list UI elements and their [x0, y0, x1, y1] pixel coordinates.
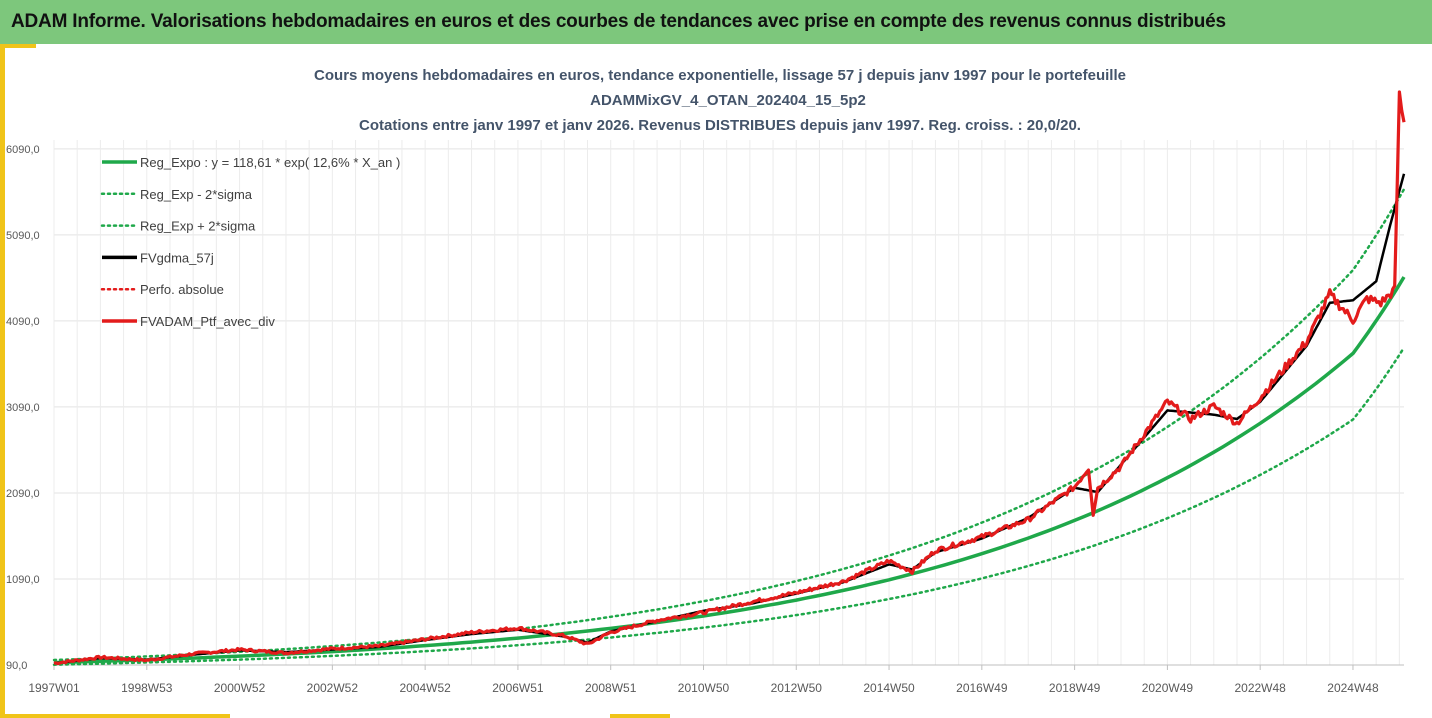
legend-label: FVgdma_57j	[140, 250, 214, 265]
chart-legend: Reg_Expo : y = 118,61 * exp( 12,6% * X_a…	[100, 155, 400, 329]
legend-label: Perfo. absolue	[140, 282, 224, 297]
series-reg-exp-plus-2sigma	[52, 188, 1406, 662]
chart-title-line-2: ADAMMixGV_4_OTAN_202404_15_5p2	[590, 92, 866, 109]
legend-label: Reg_Exp - 2*sigma	[140, 187, 253, 202]
header-banner: ADAM Informe. Valorisations hebdomadaire…	[0, 0, 1432, 44]
x-tick-label: 2022W48	[1234, 681, 1286, 695]
x-tick-label: 2016W49	[956, 681, 1008, 695]
accent-bar-bottom-left	[0, 714, 230, 718]
chart-title-line-3: Cotations entre janv 1997 et janv 2026. …	[359, 117, 1081, 134]
y-tick-label: 6090,0	[6, 144, 40, 156]
x-tick-label: 2002W52	[307, 681, 359, 695]
x-tick-label: 2024W48	[1327, 681, 1379, 695]
x-tick-label: 2006W51	[492, 681, 544, 695]
series-layer	[52, 90, 1406, 666]
y-axis-ticks: 6090,0 5090,0 4090,0 3090,0 2090,0 1090,0 90,0	[6, 144, 40, 672]
y-tick-label: 4090,0	[6, 316, 40, 328]
x-tick-label: 2004W52	[399, 681, 451, 695]
x-tick-label: 2020W49	[1142, 681, 1194, 695]
x-tick-label: 2012W50	[771, 681, 823, 695]
x-tick-label: 2014W50	[863, 681, 915, 695]
accent-bar-bottom-mid	[610, 714, 670, 718]
y-tick-label: 1090,0	[6, 574, 40, 586]
chart-gridlines	[53, 140, 1404, 665]
chart-title-line-1: Cours moyens hebdomadaires en euros, ten…	[314, 67, 1126, 84]
x-tick-label: 1997W01	[28, 681, 80, 695]
legend-label: FVADAM_Ptf_avec_div	[140, 314, 275, 329]
series-fvgdma-57j	[53, 173, 1406, 665]
x-tick-label: 2000W52	[214, 681, 266, 695]
x-tick-label: 2010W50	[678, 681, 730, 695]
x-tick-label: 1998W53	[121, 681, 173, 695]
y-tick-label: 3090,0	[6, 402, 40, 414]
series-reg-exp-minus-2sigma	[52, 346, 1406, 666]
y-tick-label: 5090,0	[6, 230, 40, 242]
series-fvadam-ptf-avec-div	[53, 90, 1406, 666]
legend-label: Reg_Exp + 2*sigma	[140, 219, 256, 234]
legend-label: Reg_Expo : y = 118,61 * exp( 12,6% * X_a…	[140, 155, 400, 170]
report-title: ADAM Informe. Valorisations hebdomadaire…	[11, 11, 1226, 32]
x-tick-label: 2008W51	[585, 681, 637, 695]
accent-bar-left	[0, 44, 5, 718]
x-axis-ticks: 1997W01 1998W53 2000W52 2002W52 2004W52 2006W…	[28, 665, 1379, 695]
y-tick-label: 2090,0	[6, 488, 40, 500]
series-reg-expo	[53, 276, 1406, 665]
accent-bar-corner	[0, 44, 36, 48]
x-tick-label: 2018W49	[1049, 681, 1101, 695]
y-tick-label: 90,0	[6, 660, 27, 672]
